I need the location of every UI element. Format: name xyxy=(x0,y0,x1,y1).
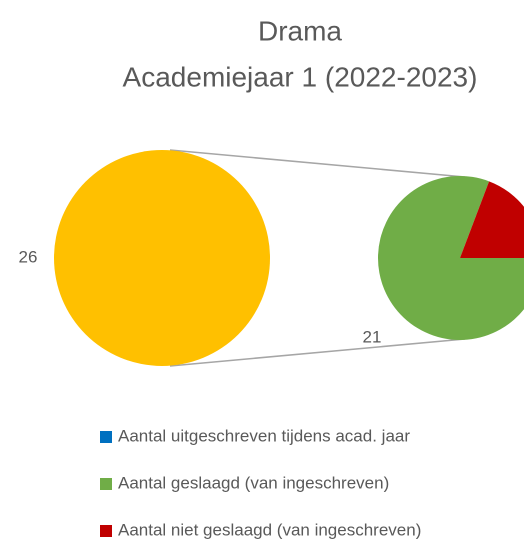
pie-slice xyxy=(460,181,524,258)
legend-swatch xyxy=(100,478,112,490)
connector-line xyxy=(169,149,466,178)
legend-swatch xyxy=(100,431,112,443)
legend-label: Aantal geslaagd (van ingeschreven) xyxy=(118,473,389,492)
chart-title: Drama xyxy=(258,15,342,46)
chart-title: Academiejaar 1 (2022-2023) xyxy=(123,61,478,92)
legend-label: Aantal uitgeschreven tijdens acad. jaar xyxy=(118,426,410,445)
legend-swatch xyxy=(100,525,112,537)
data-label: 26 xyxy=(19,247,38,266)
connector-line xyxy=(169,338,466,367)
legend-label: Aantal niet geslaagd (van ingeschreven) xyxy=(118,520,421,539)
data-label: 21 xyxy=(363,327,382,346)
pie-slice xyxy=(378,176,524,340)
main-pie-slice xyxy=(54,150,270,366)
